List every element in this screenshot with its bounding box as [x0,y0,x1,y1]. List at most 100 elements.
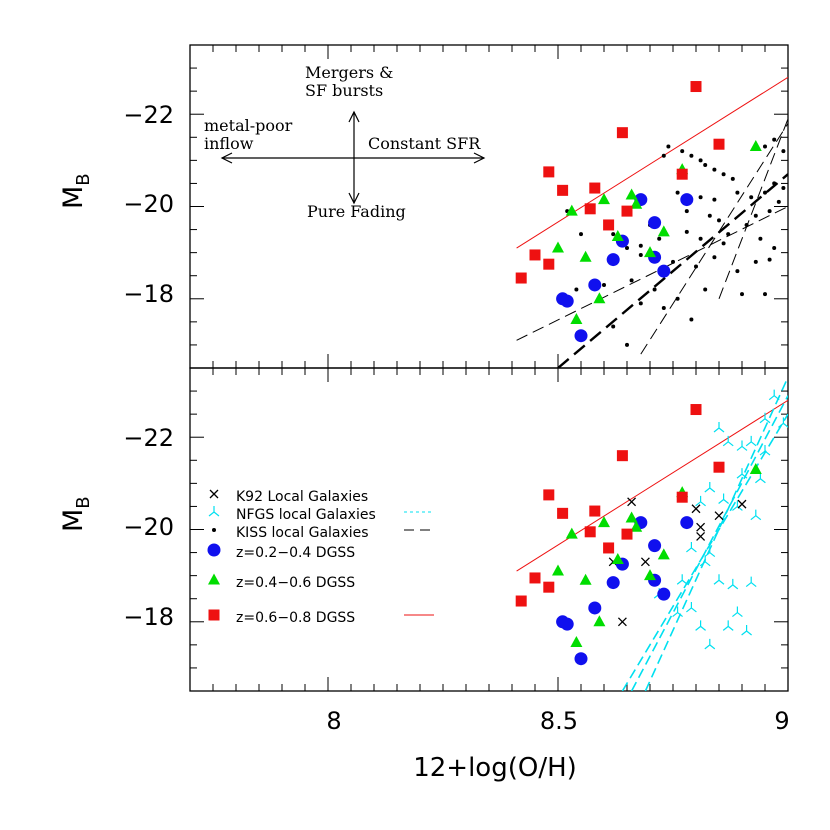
dgss-square-point [690,81,702,93]
legend-label-dgss-mid: z=0.4−0.6 DGSS [236,575,355,591]
kiss-point [638,243,643,248]
k92-point [696,522,706,532]
kiss-point [611,324,616,329]
kiss-point [703,287,708,292]
dgss-square-point [603,542,615,554]
kiss-point [661,153,666,158]
bottom-y-axis-title-main: M [58,509,89,532]
kiss-point [629,278,634,283]
kiss-point [749,195,754,200]
dgss-square-point [589,182,601,194]
dgss-circle-point [574,329,588,343]
dgss-square-point [589,505,601,517]
nfgs-point [686,601,697,613]
kiss-point [698,158,703,163]
nfgs-point [768,389,780,401]
k92-point [617,617,627,627]
top-panel-frame [189,44,789,369]
bottom-panel-points [515,389,788,666]
arrow-up-head-icon [348,110,360,123]
dgss-square-point [713,138,725,150]
kiss-point [744,222,749,227]
kiss-point [602,282,606,287]
legend-marker-4 [208,573,220,585]
nfgs-point [713,421,725,433]
kiss-point [625,246,629,251]
legend-lines [404,511,434,616]
kiss-point [772,137,777,142]
fit-line-dgss_red [516,76,788,249]
kiss-point [767,209,772,214]
dgss-circle-point [588,278,602,292]
kiss-point [758,236,763,241]
dgss-triangle-point [657,225,670,237]
x-axis-title: 12+log(O/H) [413,753,577,783]
annotation-mergers-line1: Mergers & [305,63,393,82]
nfgs-point [718,493,729,504]
dgss-triangle-point [579,250,592,262]
dgss-square-point [557,184,569,196]
arrow-right-head-icon [473,152,486,164]
legend-marker-2 [212,528,216,532]
bottom-ytick-label-20: −20 [123,513,174,541]
nfgs-point [741,625,752,636]
dgss-circle-point [560,294,574,308]
kiss-point [694,264,698,269]
bottom-panel-ticks [189,367,789,692]
dgss-circle-point [648,216,662,230]
kiss-point [652,287,657,292]
kiss-point [721,241,726,246]
kiss-point [772,246,777,251]
k92-point [640,557,650,567]
dgss-circle-point [560,617,574,631]
nfgs-point [699,555,711,567]
dgss-triangle-point [570,636,583,648]
dgss-square-point [616,450,628,462]
arrow-left-head-icon [220,152,233,164]
fit-line-kiss_thin_b [640,123,788,355]
annotation-metal-poor-line1: metal-poor [204,116,293,135]
kiss-point [772,181,777,186]
bottom-ytick-label-22: −22 [123,424,174,452]
dgss-circle-point [657,587,671,601]
legend-label-dgss-high: z=0.6−0.8 DGSS [236,610,355,626]
kiss-point [666,144,671,149]
legend-marker-1 [208,506,220,517]
dgss-triangle-point [552,241,564,253]
dgss-square-point [616,127,628,139]
dgss-triangle-point [593,615,606,627]
nfgs-point [722,435,734,447]
dgss-triangle-point [630,520,643,532]
annotation-pure-fading: Pure Fading [307,202,406,221]
dgss-square-point [557,507,569,519]
nfgs-point [736,440,748,451]
dgss-circle-point [574,652,588,666]
dgss-triangle-point [644,246,656,258]
kiss-point [712,197,717,202]
dgss-square-point [621,528,633,540]
dgss-square-point [515,272,527,284]
kiss-point [675,296,680,301]
dgss-circle-point [680,193,694,207]
dgss-square-point [584,203,596,215]
kiss-point [730,176,735,181]
evolution-arrows [220,110,486,205]
k92-point [696,531,706,541]
kiss-point [574,287,579,292]
dgss-triangle-point [749,463,762,475]
dgss-square-point [529,249,541,261]
fit-line-nfgs_1 [621,413,788,691]
annotation-metal-poor-line2: inflow [204,134,254,153]
nfgs-point [759,445,771,456]
top-y-axis-title-main: M [58,186,89,209]
dgss-triangle-point [593,292,606,304]
legend-marker-5 [208,609,220,621]
kiss-point [721,172,726,177]
dgss-circle-point [606,576,620,590]
kiss-point [712,255,717,260]
dgss-square-point [543,489,555,501]
xtick-label-9: 9 [774,707,789,735]
fit-line-dgss_red [516,399,788,572]
dgss-square-point [543,166,555,178]
dgss-circle-point [588,601,602,615]
